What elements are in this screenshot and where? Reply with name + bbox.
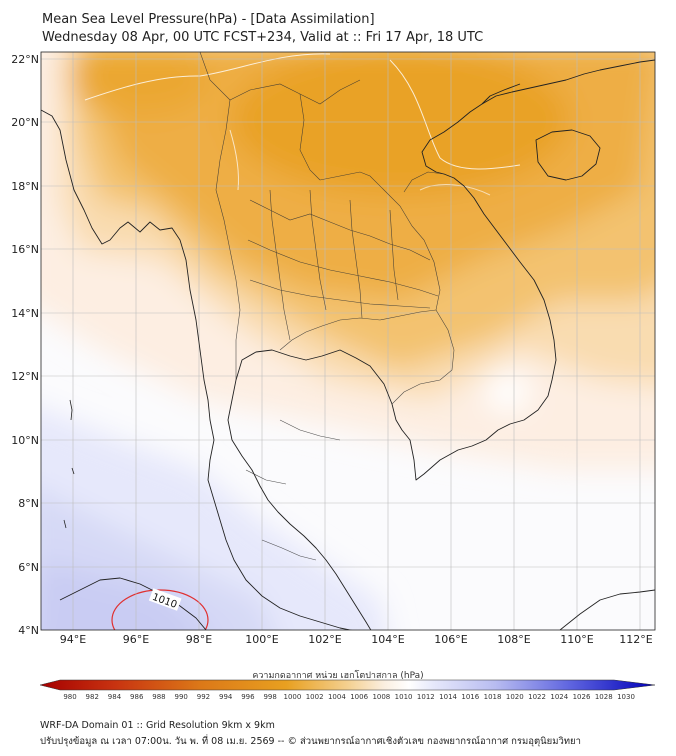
pressure-map: 1010 94°E 96°E 98°E 100°E 102°E 104°E 10…: [11, 51, 656, 700]
colorbar-ramp: [39, 679, 656, 691]
lat-label: 12°N: [11, 370, 39, 383]
colorbar-tick-label: 986: [130, 693, 144, 700]
lat-label: 8°N: [18, 497, 39, 510]
lon-label: 98°E: [186, 633, 212, 646]
colorbar-tick-label: 1002: [306, 693, 324, 700]
colorbar-tick-label: 1004: [328, 693, 346, 700]
colorbar-tick-label: 1018: [484, 693, 502, 700]
colorbar-tick-label: 994: [219, 693, 233, 700]
lon-label: 106°E: [434, 633, 467, 646]
colorbar-tick-label: 1022: [528, 693, 546, 700]
colorbar-tick-label: 1008: [372, 693, 390, 700]
lon-label: 96°E: [123, 633, 149, 646]
colorbar-tick-label: 1012: [417, 693, 435, 700]
colorbar-tick-label: 1010: [395, 693, 413, 700]
colorbar-title: ความกดอากาศ หน่วย เฮกโตปาสกาล (hPa): [252, 671, 424, 681]
lat-label: 10°N: [11, 434, 39, 447]
lon-label: 112°E: [619, 633, 652, 646]
colorbar-tick-label: 988: [152, 693, 165, 700]
lon-label: 100°E: [245, 633, 278, 646]
borders: [199, 52, 455, 561]
map-subtitle: Wednesday 08 Apr, 00 UTC FCST+234, Valid…: [42, 30, 484, 45]
colorbar-tick-label: 1020: [506, 693, 524, 700]
lat-labels: 22°N 20°N 18°N 16°N 14°N 12°N 10°N 8°N 6…: [11, 53, 39, 637]
colorbar-tick-label: 1024: [550, 693, 568, 700]
footer-resolution: WRF-DA Domain 01 :: Grid Resolution 9km …: [40, 720, 275, 731]
pressure-field: [41, 52, 655, 630]
colorbar-tick-label: 996: [241, 693, 255, 700]
colorbar-tick-label: 992: [197, 693, 210, 700]
lon-label: 102°E: [308, 633, 341, 646]
footer-credit: ปรับปรุงข้อมูล ณ เวลา 07:00น. วัน พ. ที่…: [40, 736, 581, 747]
colorbar: 980 982 984 986 988 990 992 994 996 998 1000 1002 10…: [39, 679, 656, 700]
colorbar-tick-label: 1014: [439, 693, 457, 700]
colorbar-tick-label: 1016: [461, 693, 479, 700]
colorbar-tick-label: 1026: [573, 693, 591, 700]
colorbar-tick-label: 984: [108, 693, 122, 700]
lon-label: 104°E: [371, 633, 404, 646]
lon-label: 108°E: [497, 633, 530, 646]
colorbar-tick-label: 1028: [595, 693, 613, 700]
lat-label: 18°N: [11, 180, 39, 193]
map-title: Mean Sea Level Pressure(hPa) - [Data Ass…: [42, 12, 375, 27]
colorbar-tick-label: 990: [175, 693, 188, 700]
lon-labels: 94°E 96°E 98°E 100°E 102°E 104°E 106°E 1…: [60, 633, 653, 646]
lat-label: 20°N: [11, 116, 39, 129]
lat-label: 4°N: [18, 624, 39, 637]
colorbar-tick-label: 1030: [617, 693, 635, 700]
lon-label: 94°E: [60, 633, 86, 646]
coastlines: [41, 59, 655, 630]
colorbar-ticks: 980 982 984 986 988 990 992 994 996 998 1000 1002 10…: [63, 693, 635, 700]
colorbar-tick-label: 1006: [350, 693, 368, 700]
lat-label: 22°N: [11, 53, 39, 66]
colorbar-tick-label: 1000: [283, 693, 301, 700]
map-frame: [40, 51, 656, 631]
lat-label: 6°N: [18, 561, 39, 574]
colorbar-tick-label: 982: [86, 693, 99, 700]
lon-label: 110°E: [560, 633, 593, 646]
colorbar-tick-label: 980: [63, 693, 76, 700]
lat-label: 14°N: [11, 307, 39, 320]
colorbar-tick-label: 998: [263, 693, 276, 700]
lat-label: 16°N: [11, 243, 39, 256]
